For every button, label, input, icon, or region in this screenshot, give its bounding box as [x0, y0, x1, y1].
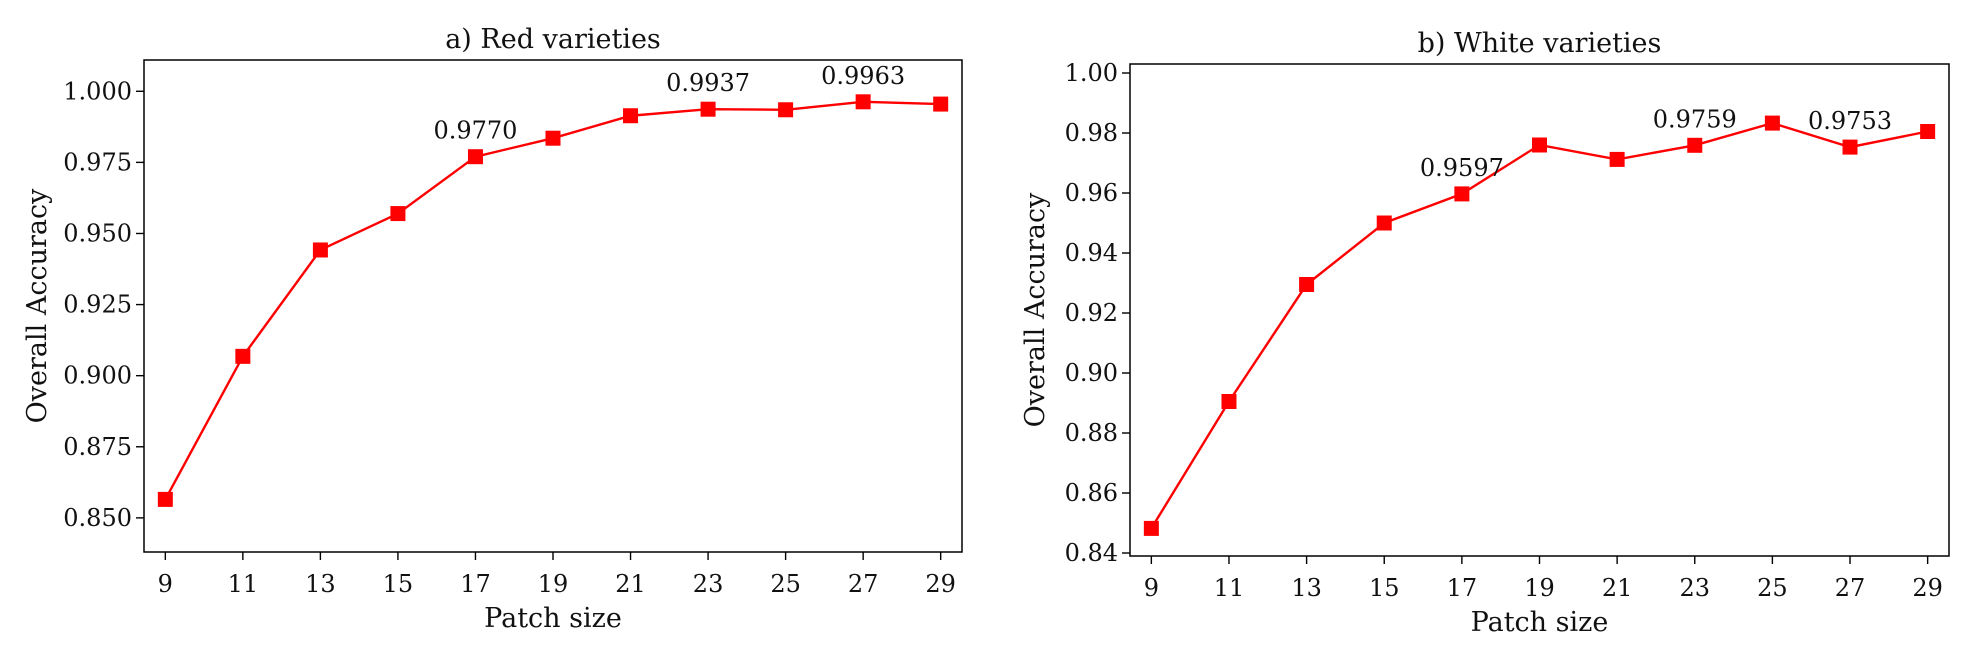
x-tick-label: 11 [1214, 574, 1245, 602]
y-tick-label: 0.96 [1065, 179, 1118, 207]
data-point-21 [1609, 151, 1625, 167]
x-tick-label: 17 [1447, 574, 1478, 602]
y-tick-label: 1.000 [63, 77, 132, 105]
x-tick-label: 23 [1679, 574, 1710, 602]
data-point-9 [1143, 520, 1159, 536]
x-tick-label: 17 [460, 570, 491, 598]
x-tick-label: 25 [1757, 574, 1788, 602]
x-tick-label: 19 [538, 570, 569, 598]
data-point-13 [1299, 277, 1315, 292]
y-tick-label: 0.98 [1065, 119, 1118, 147]
y-tick-label: 0.875 [63, 433, 132, 461]
data-label-17: 0.9597 [1420, 154, 1504, 182]
x-tick-label: 29 [1912, 574, 1943, 602]
x-tick-label: 9 [1144, 574, 1159, 602]
x-tick-label: 15 [1369, 574, 1400, 602]
data-point-27 [855, 94, 871, 110]
data-point-17 [1454, 186, 1470, 202]
series-line [164, 100, 941, 500]
data-label-17: 0.9770 [433, 117, 517, 145]
y-tick-label: 0.86 [1065, 479, 1118, 507]
data-label-27: 0.9963 [821, 62, 905, 90]
y-tick-label: 0.925 [63, 291, 132, 319]
x-tick-label: 9 [158, 570, 173, 598]
x-tick-label: 13 [305, 570, 336, 598]
y-tick-label: 0.900 [63, 362, 132, 390]
y-tick-label: 0.84 [1065, 539, 1118, 567]
x-tick-label: 15 [383, 570, 414, 598]
data-point-27 [1842, 139, 1858, 155]
data-point-15 [1376, 215, 1392, 231]
x-tick-label: 21 [615, 570, 646, 598]
data-label-27: 0.9753 [1808, 107, 1892, 135]
data-label-23: 0.9937 [666, 69, 750, 97]
x-tick-label: 29 [925, 570, 956, 598]
data-point-19 [545, 130, 561, 146]
data-point-21 [623, 108, 639, 124]
x-tick-label: 21 [1602, 574, 1633, 602]
chart-panel-red-varieties: a) Red varieties 9 11 13 15 17 19 21 23 25 27 29 0.8… [22, 24, 963, 634]
y-tick-label: 0.88 [1065, 419, 1118, 447]
y-tick-label: 0.850 [63, 504, 132, 532]
x-tick-label: 19 [1524, 574, 1555, 602]
x-tick-label: 13 [1291, 574, 1322, 602]
data-label-23: 0.9759 [1653, 105, 1737, 133]
data-point-25 [778, 102, 794, 118]
y-tick-label: 0.92 [1065, 299, 1118, 327]
data-point-9 [157, 491, 173, 507]
data-point-29 [933, 96, 949, 112]
y-axis-label: Overall Accuracy [1020, 192, 1051, 427]
data-point-15 [390, 206, 406, 222]
y-tick-label: 0.90 [1065, 359, 1118, 387]
x-axis-label: Patch size [1471, 607, 1609, 638]
data-point-11 [1221, 394, 1237, 409]
x-tick-label: 27 [848, 570, 879, 598]
y-tick-label: 0.94 [1065, 239, 1118, 267]
x-tick-label: 11 [228, 570, 259, 598]
y-tick-label: 0.950 [63, 219, 132, 247]
x-tick-label: 27 [1835, 574, 1866, 602]
data-point-19 [1532, 137, 1547, 153]
data-point-23 [1687, 137, 1703, 153]
data-point-11 [235, 348, 251, 364]
y-tick-label: 1.00 [1065, 59, 1118, 87]
series-line [1150, 121, 1928, 530]
data-point-23 [700, 101, 716, 117]
y-axis-label: Overall Accuracy [22, 188, 53, 423]
y-tick-label: 0.975 [63, 148, 132, 176]
chart-title: b) White varieties [1418, 28, 1662, 59]
data-point-25 [1764, 115, 1780, 131]
x-tick-label: 23 [693, 570, 724, 598]
x-tick-label: 25 [770, 570, 801, 598]
data-point-29 [1920, 124, 1936, 139]
data-point-17 [467, 149, 483, 165]
data-point-13 [312, 242, 328, 258]
x-axis-label: Patch size [484, 603, 622, 634]
chart-panel-white-varieties: b) White varieties 9 11 13 15 17 19 21 23 25 27 29 0… [1020, 28, 1950, 638]
chart-title: a) Red varieties [445, 24, 661, 55]
